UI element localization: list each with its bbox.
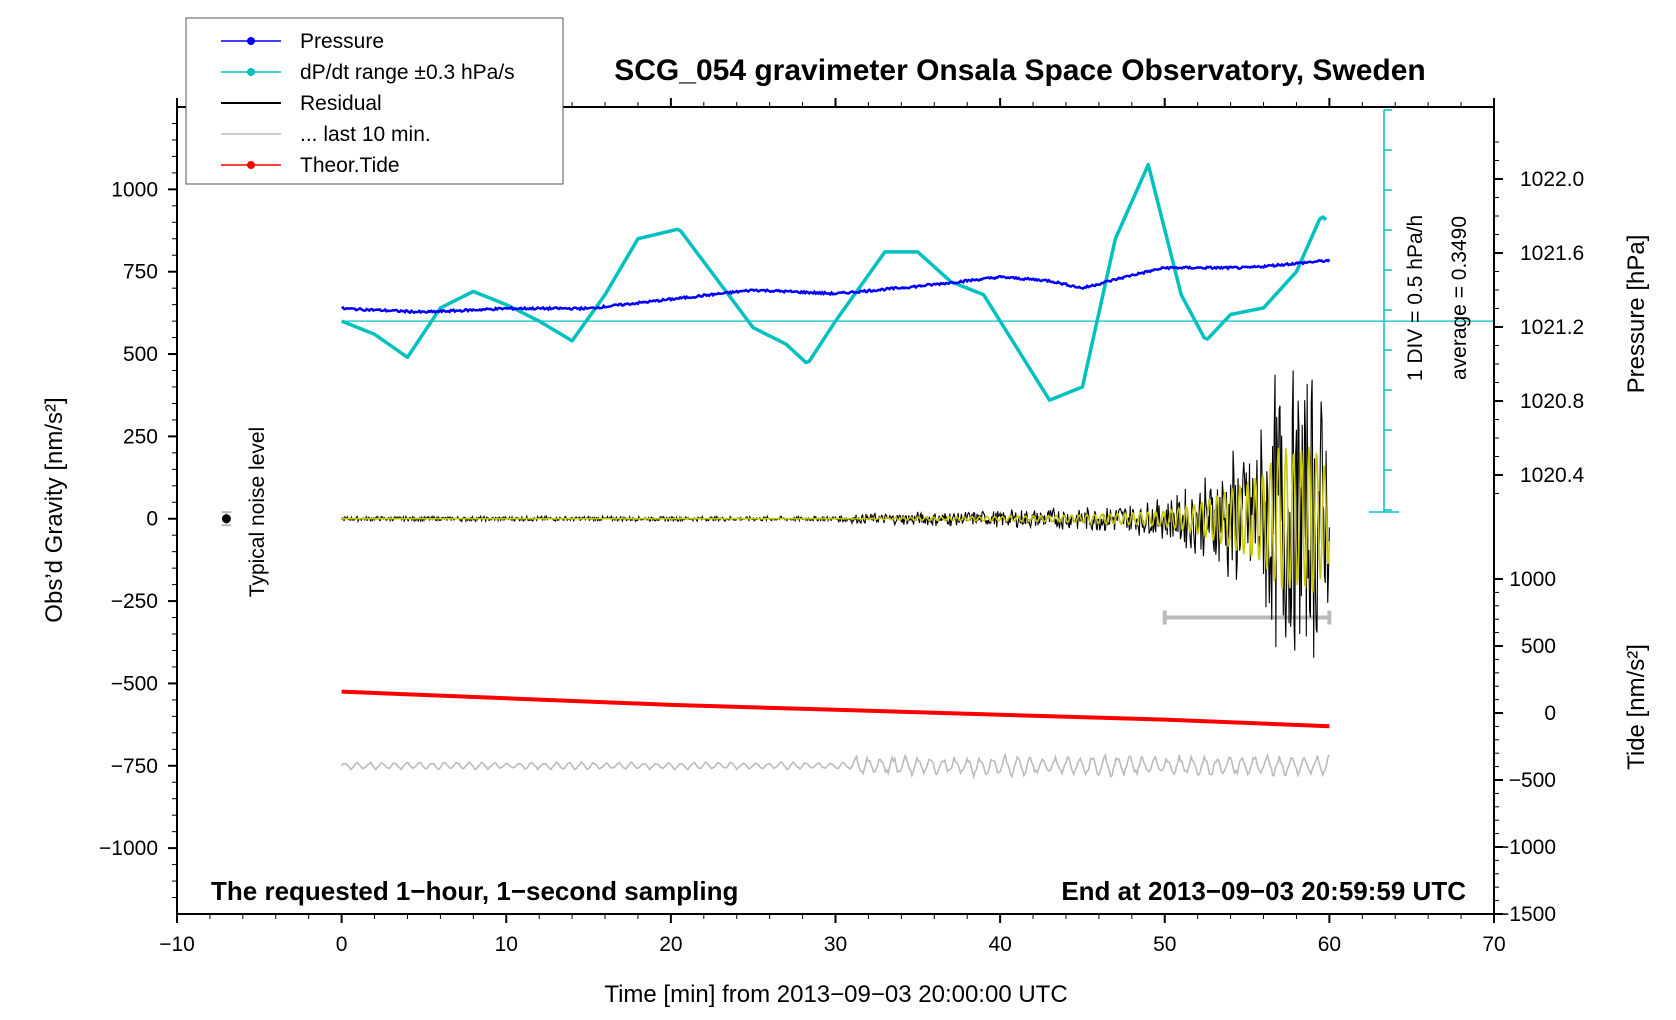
y-tick-label: 1000 (111, 178, 158, 201)
y-tick-label: −500 (111, 672, 158, 695)
x-tick-label: 40 (988, 933, 1011, 956)
residual-smoothed-line (341, 446, 1331, 593)
legend-marker (247, 161, 255, 169)
y-tick-label: −1000 (99, 837, 158, 860)
tide-tick-label: 0 (1544, 702, 1556, 725)
legend-marker (247, 37, 255, 45)
x-tick-label: 0 (336, 933, 348, 956)
tide-tick-label: −1500 (1497, 903, 1556, 926)
legend-items: Pressure dP/dt range ±0.3 hPa/s Residual..… (221, 30, 515, 177)
pressure-tick-label: 1020.4 (1520, 464, 1585, 487)
data-layer (221, 109, 1494, 780)
x-tick-label: 30 (824, 933, 847, 956)
pressure-tick-label: 1021.2 (1520, 316, 1584, 339)
x-tick-label: 50 (1153, 933, 1176, 956)
y-axis-label-pressure: Pressure [hPa] (1623, 235, 1650, 394)
x-axis-label: Time [min] from 2013−09−03 20:00:00 UTC (604, 981, 1067, 1008)
legend-label: Residual (300, 92, 382, 115)
legend-label: Pressure (300, 30, 384, 53)
legend-box (185, 17, 564, 185)
y-tick-label: 500 (123, 343, 158, 366)
dpdt-line (340, 162, 1328, 402)
x-tick-label: 60 (1318, 933, 1341, 956)
legend-marker (247, 68, 255, 76)
y-tick-label: 250 (123, 425, 158, 448)
y-tick-label: 750 (123, 261, 158, 284)
y-tick-label: 0 (146, 508, 158, 531)
legend-label: ... last 10 min. (300, 123, 431, 146)
y-axis-label-left: Obs’d Gravity [nm/s²] (41, 397, 68, 622)
y-axis-label-tide: Tide [nm/s²] (1623, 644, 1650, 770)
tide-tick-label: −500 (1509, 769, 1556, 792)
pressure-tick-label: 1020.8 (1520, 390, 1584, 413)
pressure-tick-label: 1022.0 (1520, 168, 1584, 191)
chart-title: SCG_054 gravimeter Onsala Space Observat… (614, 54, 1426, 87)
footer-left: The requested 1−hour, 1−second sampling (211, 876, 738, 906)
last-10min-trace (340, 752, 1330, 780)
tide-tick-label: 1000 (1509, 568, 1556, 591)
scale-bar-label-1: 1 DIV = 0.5 hPa/h (1404, 215, 1427, 381)
tide-tick-label: 500 (1521, 635, 1556, 658)
y-tick-label: −750 (111, 755, 158, 778)
y-tick-label: −250 (111, 590, 158, 613)
noise-marker (221, 514, 231, 524)
tide-line (341, 689, 1330, 729)
x-tick-label: 70 (1482, 933, 1505, 956)
scale-bar-label-2: average = 0.3490 (1448, 216, 1471, 380)
tide-tick-label: −1000 (1497, 836, 1556, 859)
pressure-line (341, 258, 1331, 315)
legend-label: Theor.Tide (300, 154, 400, 177)
pressure-tick-label: 1021.6 (1520, 242, 1584, 265)
x-tick-label: 20 (659, 933, 682, 956)
x-tick-label: 10 (495, 933, 518, 956)
axis-layer: −10 0 10 20 30 40 50 60 70 1000 750 500 250 0 −250 −500… (99, 98, 1585, 956)
x-tick-label: −10 (159, 933, 195, 956)
noise-label: Typical noise level (246, 427, 269, 597)
footer-right: End at 2013−09−03 20:59:59 UTC (1061, 876, 1466, 906)
legend: Pressure dP/dt range ±0.3 hPa/s Residual..… (185, 17, 564, 185)
legend-label: dP/dt range ±0.3 hPa/s (300, 61, 515, 84)
